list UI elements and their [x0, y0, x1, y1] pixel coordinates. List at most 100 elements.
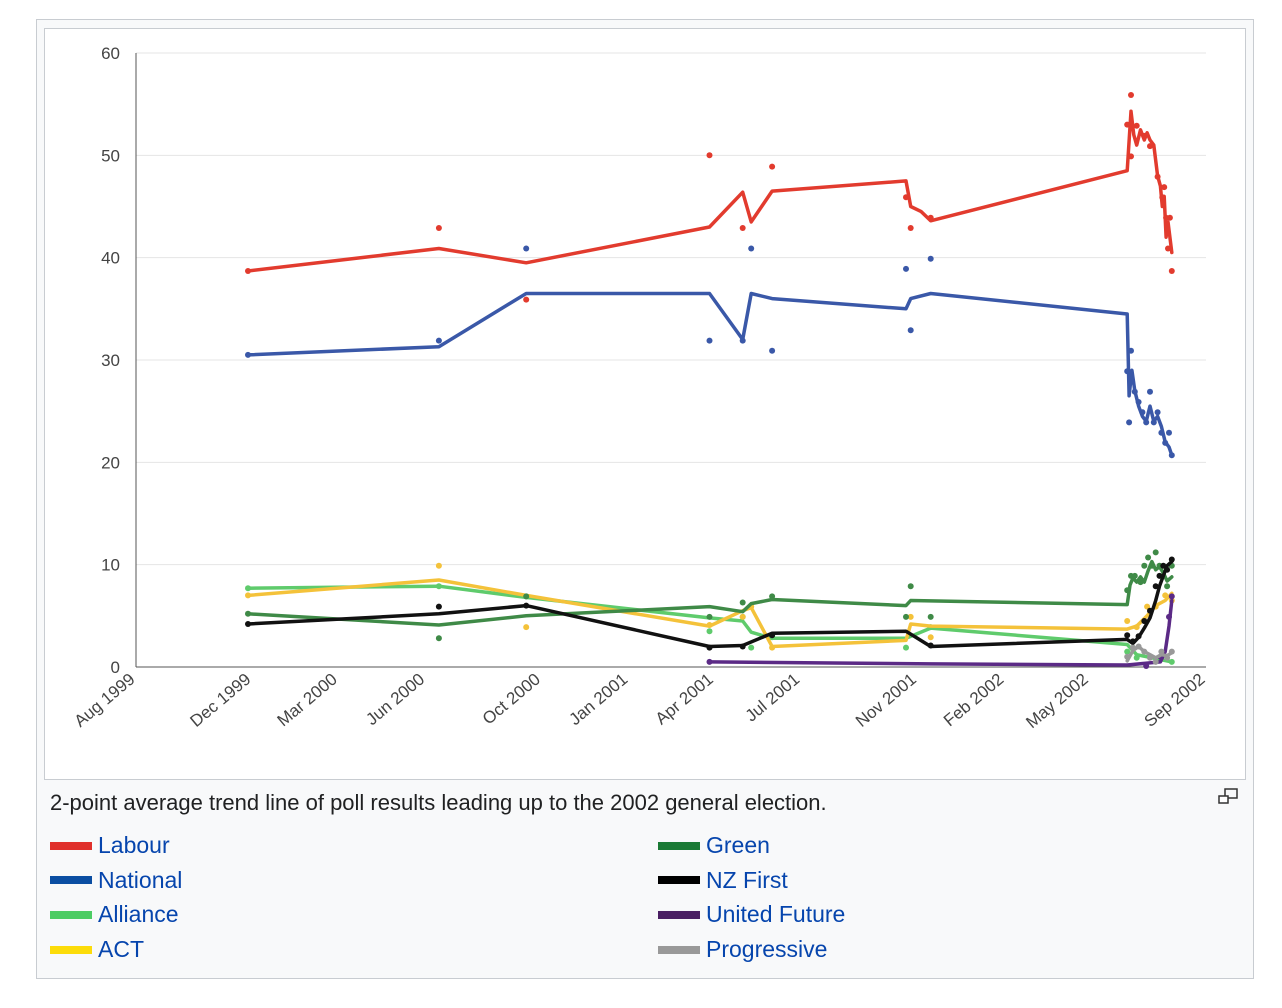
legend-label[interactable]: NZ First: [706, 866, 788, 893]
poll-point: [435, 603, 442, 610]
legend-label[interactable]: United Future: [706, 901, 846, 928]
y-tick-label: 0: [111, 658, 120, 677]
poll-point: [927, 613, 934, 620]
poll-point: [706, 628, 713, 635]
poll-point: [706, 613, 713, 620]
poll-point: [739, 599, 746, 606]
x-tick-label: Feb 2002: [940, 670, 1007, 731]
x-tick-label: Jan 2001: [566, 670, 632, 730]
poll-point: [1168, 452, 1175, 459]
legend-label[interactable]: Alliance: [98, 901, 179, 928]
x-tick-label: Sep 2002: [1141, 670, 1209, 731]
poll-point: [1154, 173, 1161, 180]
poll-point: [245, 610, 251, 617]
poll-trend-chart: 0 10 20 30 40 50 60 Aug 1999 Dec 1999 Mar 2000 Ju…: [71, 44, 1209, 733]
trend-line-alliance: [246, 584, 1174, 664]
poll-point: [435, 337, 442, 344]
legend-swatch: [658, 876, 700, 885]
poll-point: [1168, 648, 1175, 655]
legend-item-act[interactable]: ACT: [50, 936, 144, 963]
poll-point: [769, 163, 776, 170]
x-tick-label: Mar 2000: [274, 670, 341, 731]
poll-point: [927, 642, 934, 649]
legend-item-green[interactable]: Green: [658, 832, 770, 859]
poll-point: [1143, 419, 1150, 426]
poll-point: [1147, 607, 1153, 614]
poll-point: [739, 337, 746, 344]
poll-point: [1129, 638, 1136, 645]
poll-point: [1162, 592, 1169, 599]
legend-item-alliance[interactable]: Alliance: [50, 901, 179, 928]
x-tick-label: Dec 1999: [186, 670, 254, 731]
legend-swatch: [658, 945, 700, 954]
legend-label[interactable]: Labour: [98, 832, 170, 858]
x-tick-label: Apr 2001: [652, 670, 717, 729]
poll-point: [739, 225, 746, 231]
poll-point: [1133, 624, 1140, 631]
poll-point: [1166, 429, 1172, 436]
x-tick-label: Oct 2000: [479, 670, 544, 729]
poll-point: [1131, 572, 1138, 579]
poll-point: [1124, 618, 1131, 624]
poll-point: [706, 644, 713, 651]
poll-point: [523, 296, 530, 303]
y-tick-label: 30: [101, 351, 120, 370]
poll-point: [927, 255, 934, 262]
poll-point: [1161, 184, 1168, 191]
poll-point: [1165, 245, 1171, 252]
trend-line-green: [246, 559, 1174, 627]
y-tick-label: 40: [101, 249, 120, 268]
poll-point: [523, 593, 530, 600]
series-group: [245, 92, 1175, 669]
poll-point: [435, 225, 442, 231]
x-tick-label: May 2002: [1022, 670, 1091, 733]
poll-point: [1162, 439, 1169, 446]
poll-point: [769, 347, 776, 354]
poll-point: [769, 644, 776, 651]
series-national: [245, 245, 1175, 459]
grid-lines: [135, 52, 1206, 668]
poll-point: [748, 245, 755, 252]
series-labour: [245, 92, 1175, 303]
poll-point: [907, 327, 914, 334]
y-axis-ticks: 0 10 20 30 40 50 60: [101, 44, 120, 677]
poll-point: [1128, 92, 1134, 98]
poll-point: [1133, 654, 1140, 661]
poll-point: [706, 337, 713, 344]
poll-point: [1168, 268, 1175, 274]
poll-point: [523, 624, 530, 631]
poll-point: [245, 351, 251, 358]
poll-point: [1124, 121, 1131, 128]
trend-line-united-future: [707, 598, 1174, 667]
poll-point: [1135, 643, 1142, 650]
chart-frame: 0 10 20 30 40 50 60 Aug 1999 Dec 1999 Mar 2000 Ju…: [44, 28, 1246, 780]
legend-item-labour[interactable]: Labour: [50, 832, 170, 859]
poll-point: [1152, 658, 1159, 665]
legend-label[interactable]: National: [98, 866, 183, 893]
legend-label[interactable]: Green: [706, 832, 770, 858]
figure-caption: 2-point average trend line of poll resul…: [50, 790, 827, 815]
poll-point: [1154, 409, 1161, 416]
legend-item-progressive[interactable]: Progressive: [658, 936, 827, 963]
poll-point: [435, 583, 442, 590]
legend-label[interactable]: ACT: [98, 936, 144, 963]
poll-point: [927, 634, 934, 641]
poll-point: [1148, 562, 1155, 569]
legend-item-nz-first[interactable]: NZ First: [658, 867, 788, 894]
magnify-clip-icon[interactable]: [1217, 788, 1239, 806]
x-tick-label: Nov 2001: [852, 670, 920, 731]
poll-point: [907, 583, 914, 590]
poll-point: [1168, 658, 1175, 665]
legend-swatch: [50, 876, 92, 885]
poll-point: [1124, 653, 1131, 660]
poll-point: [1147, 143, 1153, 150]
legend-item-united-future[interactable]: United Future: [658, 901, 845, 928]
x-tick-label: Aug 1999: [71, 670, 139, 731]
poll-point: [1124, 368, 1131, 375]
legend-item-national[interactable]: National: [50, 867, 182, 894]
trend-line-national: [246, 291, 1174, 457]
legend-label[interactable]: Progressive: [706, 936, 828, 963]
poll-point: [1143, 663, 1150, 669]
poll-point: [1124, 632, 1131, 639]
legend-swatch: [658, 910, 700, 919]
